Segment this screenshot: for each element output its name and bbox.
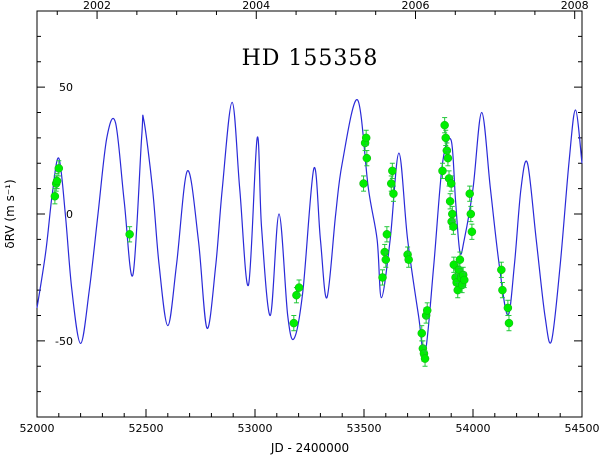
data-point — [378, 273, 387, 282]
data-point — [389, 189, 398, 198]
data-point — [362, 153, 372, 163]
data-point — [125, 230, 134, 239]
data-point — [449, 222, 458, 231]
data-point — [465, 189, 474, 198]
data-point — [448, 209, 457, 219]
data-point — [449, 260, 459, 269]
top-tick-label: 2002 — [83, 0, 111, 12]
data-point — [497, 265, 506, 275]
data-point — [294, 283, 304, 292]
data-point — [388, 166, 397, 176]
data-point — [420, 354, 430, 363]
x-tick-label: 53500 — [347, 422, 382, 435]
x-tick-label: 53000 — [238, 422, 273, 435]
data-point — [503, 303, 513, 313]
data-point — [382, 230, 392, 239]
data-point — [455, 255, 465, 264]
data-point — [504, 318, 514, 328]
ticks-layer — [36, 10, 583, 418]
x-tick-label: 54000 — [456, 422, 491, 435]
data-point — [387, 179, 396, 188]
top-tick-label: 2006 — [402, 0, 430, 12]
chart-title: HD 155358 — [242, 46, 379, 71]
data-point — [446, 179, 456, 188]
top-tick-label: 2004 — [242, 0, 270, 12]
y-tick-label: 0 — [66, 208, 73, 221]
y-tick-label: 50 — [59, 81, 73, 94]
data-point — [54, 164, 64, 173]
data-point — [438, 166, 447, 176]
x-axis-title: JD - 2400000 — [270, 441, 349, 455]
y-axis-title: δRV (m s⁻¹) — [3, 179, 17, 248]
data-point — [289, 318, 299, 328]
data-point — [441, 133, 450, 143]
data-point — [50, 191, 60, 201]
data-point — [361, 133, 371, 143]
tick-labels-layer: 52000 52500 53000 53500 54000 54500 2002 2004 20… — [20, 0, 600, 435]
x-tick-label: 54500 — [565, 422, 600, 435]
data-point — [443, 153, 453, 163]
data-point — [359, 179, 368, 188]
data-point — [417, 329, 427, 338]
data-point — [445, 197, 455, 206]
data-points-layer — [50, 117, 514, 367]
data-point — [381, 255, 391, 264]
x-tick-label: 52500 — [129, 422, 164, 435]
data-point — [404, 255, 413, 264]
data-point — [440, 120, 449, 130]
data-point — [466, 209, 476, 219]
data-point — [460, 275, 469, 285]
x-tick-label: 52000 — [20, 422, 55, 435]
top-tick-label: 2008 — [561, 0, 589, 12]
data-point — [52, 176, 62, 186]
data-point — [467, 227, 477, 237]
y-tick-label: -50 — [55, 335, 73, 348]
data-point — [498, 285, 507, 295]
data-point — [422, 306, 432, 315]
model-curve — [36, 99, 583, 356]
